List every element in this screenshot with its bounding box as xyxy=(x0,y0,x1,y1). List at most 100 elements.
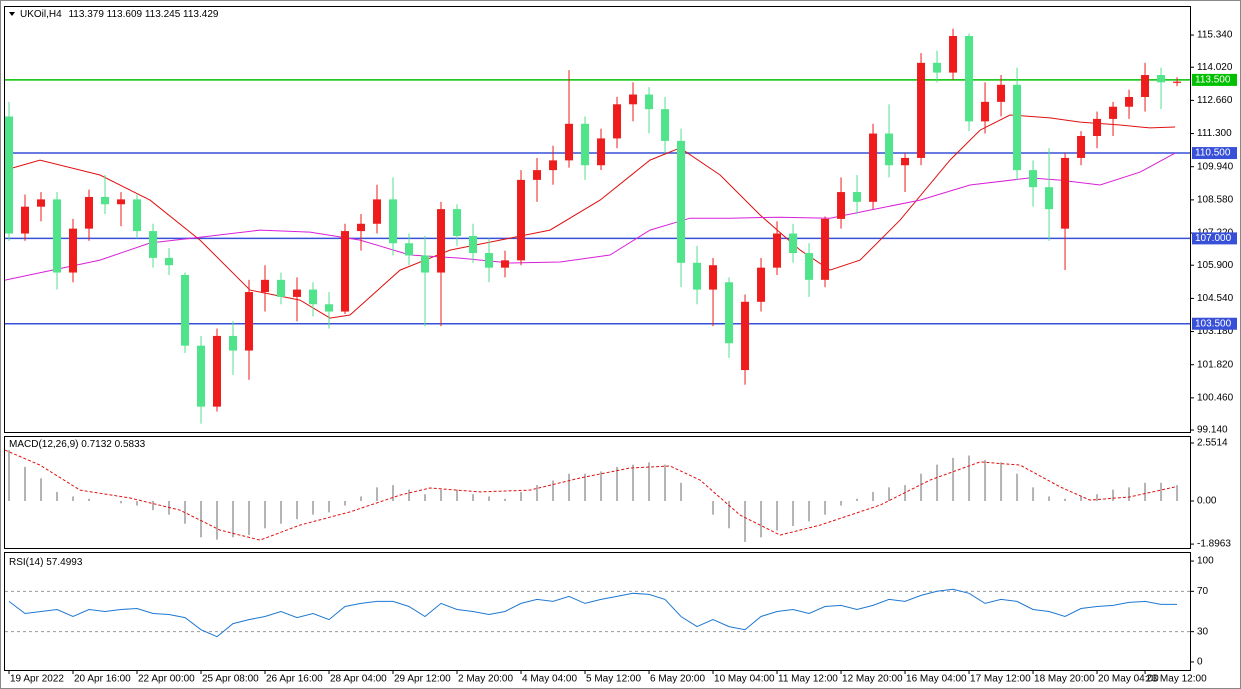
candle-body xyxy=(197,345,206,407)
candle-body xyxy=(581,123,590,166)
x-tick-label: 28 Apr 04:00 xyxy=(330,674,387,685)
candle-body xyxy=(389,199,398,244)
macd-bar xyxy=(1128,487,1131,501)
candle-body xyxy=(549,160,558,171)
macd-bar xyxy=(120,501,123,504)
macd-reading: 0.7132 xyxy=(81,439,112,450)
macd-bar xyxy=(712,501,715,515)
candle-body xyxy=(805,253,814,280)
macd-bar xyxy=(744,501,747,542)
candle-body xyxy=(613,104,622,139)
y-tick-label: 2.5514 xyxy=(1197,438,1228,449)
macd-bar xyxy=(664,464,667,501)
macd-bar xyxy=(200,501,203,538)
price-tag xyxy=(1192,317,1237,330)
candle-body xyxy=(277,279,286,297)
macd-bar xyxy=(312,501,315,515)
macd-bar xyxy=(248,501,251,536)
candle-body xyxy=(597,138,606,166)
candle-body xyxy=(789,233,798,254)
candle-body xyxy=(357,223,366,232)
candle-body xyxy=(773,233,782,268)
macd-panel xyxy=(4,436,1191,549)
macd-bar xyxy=(776,501,779,531)
rsi-reading: 57.4993 xyxy=(46,557,83,568)
x-tick-label: 6 May 20:00 xyxy=(650,674,705,685)
main-panel xyxy=(4,6,1191,433)
candle-body xyxy=(213,335,222,407)
macd-bar xyxy=(488,496,491,501)
macd-bar xyxy=(8,450,11,501)
y-tick-label: 0.00 xyxy=(1197,496,1217,507)
candle-body xyxy=(1045,187,1054,210)
macd-bar xyxy=(728,501,731,529)
price-tag xyxy=(1192,147,1237,160)
candle-body xyxy=(837,192,846,219)
candle-body xyxy=(501,260,510,268)
candle-body xyxy=(869,133,878,202)
macd-bar xyxy=(536,485,539,501)
candle-body xyxy=(69,228,78,273)
macd-bar xyxy=(920,473,923,501)
macd-bar xyxy=(456,489,459,501)
macd-bar xyxy=(408,489,411,501)
y-tick-label: -1.8963 xyxy=(1197,539,1231,550)
macd-bar xyxy=(56,491,59,501)
candle-body xyxy=(965,36,974,122)
rsi-panel xyxy=(4,552,1191,671)
candle-body xyxy=(677,140,686,263)
candle-body xyxy=(165,257,174,266)
macd-bar xyxy=(600,471,603,501)
y-tick-label: 30 xyxy=(1197,626,1209,637)
y-tick-label: 109.940 xyxy=(1197,161,1234,172)
candle-body xyxy=(629,94,638,105)
x-tick-label: 16 May 04:00 xyxy=(906,674,967,685)
symbol: UKOil,H4 xyxy=(20,9,62,20)
candle-body xyxy=(1141,75,1150,97)
close: 113.429 xyxy=(183,9,219,20)
macd-bar xyxy=(72,496,75,501)
x-tick-label: 26 Apr 16:00 xyxy=(266,674,323,685)
macd-bar xyxy=(280,501,283,524)
macd-bar xyxy=(568,473,571,501)
candle-body xyxy=(885,133,894,166)
macd-bar xyxy=(952,457,955,501)
candle-body xyxy=(37,199,46,207)
macd-bar xyxy=(760,501,763,538)
macd-bar xyxy=(984,460,987,501)
price-tag-label: 107.000 xyxy=(1195,233,1232,244)
candle-body xyxy=(437,209,446,273)
candle-body xyxy=(1109,106,1118,119)
macd-bar xyxy=(264,501,267,529)
y-tick-label: 0 xyxy=(1197,657,1203,668)
macd-bar xyxy=(40,478,43,501)
macd-bar xyxy=(88,498,91,501)
x-tick-label: 19 Apr 2022 xyxy=(10,674,64,685)
candle-body xyxy=(709,265,718,290)
candle-body xyxy=(181,274,190,346)
x-tick-label: 25 Apr 08:00 xyxy=(202,674,259,685)
y-tick-label: 101.820 xyxy=(1197,359,1234,370)
candle-body xyxy=(5,116,14,234)
macd-bar xyxy=(1112,489,1115,501)
high: 113.609 xyxy=(107,9,143,20)
candle-body xyxy=(341,231,350,312)
candle-body xyxy=(229,335,238,351)
macd-bar xyxy=(888,487,891,501)
macd-bar xyxy=(440,489,443,501)
macd-bar xyxy=(152,501,155,511)
menu-arrow[interactable] xyxy=(9,12,15,16)
macd-bar xyxy=(840,501,843,506)
candle-body xyxy=(21,206,30,234)
low: 113.245 xyxy=(145,9,181,20)
x-tick-label: 23 May 12:00 xyxy=(1146,674,1207,685)
candle-body xyxy=(517,179,526,261)
macd-bar xyxy=(936,464,939,501)
candle-body xyxy=(533,170,542,180)
macd-bar xyxy=(1016,473,1019,501)
macd-bar xyxy=(392,485,395,501)
y-tick-label: 70 xyxy=(1197,586,1209,597)
candle-body xyxy=(853,192,862,202)
macd-bar xyxy=(520,491,523,501)
